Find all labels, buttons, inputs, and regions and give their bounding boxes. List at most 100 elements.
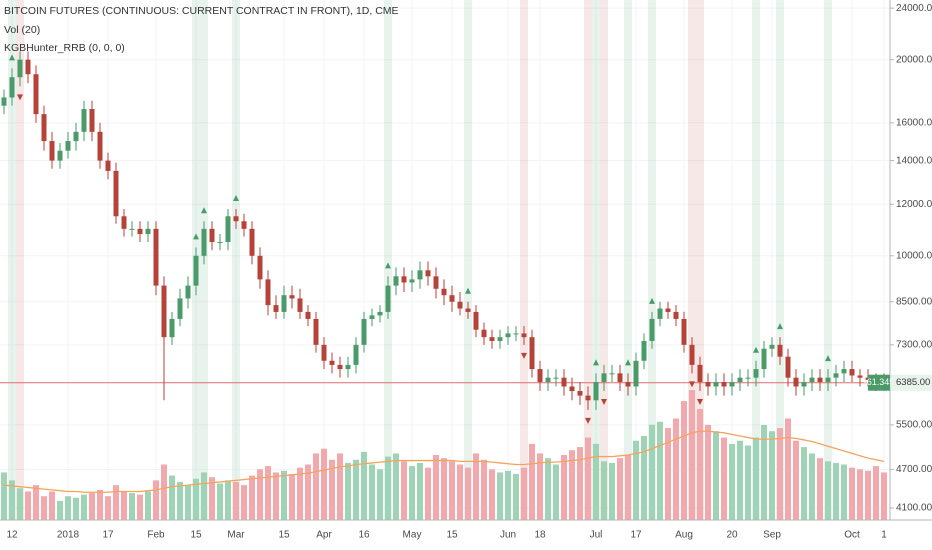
volume-bar — [305, 464, 311, 520]
volume-bar — [177, 481, 183, 520]
signal-arrow — [385, 262, 391, 269]
volume-bar — [689, 390, 695, 520]
candle-body — [473, 311, 479, 330]
candle-body — [289, 295, 295, 299]
volume-bar — [737, 440, 743, 520]
y-tick-label: 16000.00 — [896, 117, 932, 128]
candle-body — [89, 109, 95, 132]
candle-body — [177, 298, 183, 319]
candle-body — [585, 395, 591, 401]
signal-arrow — [625, 359, 631, 366]
signal-arrow — [777, 323, 783, 330]
candle-body — [249, 228, 255, 256]
y-tick-label: 4100.00 — [896, 503, 932, 514]
candle-body — [761, 348, 767, 370]
volume-bar — [881, 472, 887, 520]
candle-body — [201, 228, 207, 256]
x-tick-label: 20 — [726, 530, 738, 541]
candle-body — [273, 305, 279, 312]
volume-bar — [193, 478, 199, 520]
volume-bar — [489, 469, 495, 520]
candle-body — [57, 150, 63, 161]
candle-body — [649, 318, 655, 341]
volume-bar — [233, 481, 239, 520]
candle-body — [193, 255, 199, 286]
volume-bar — [641, 435, 647, 520]
volume-bar — [761, 424, 767, 520]
x-tick-label: Apr — [316, 530, 332, 541]
candle-body — [681, 318, 687, 345]
candle-body — [265, 279, 271, 306]
candle-body — [809, 377, 815, 383]
volume-bar — [273, 472, 279, 520]
volume-bar — [817, 458, 823, 520]
volume-bar — [777, 428, 783, 520]
candle-body — [729, 382, 735, 387]
volume-bar — [841, 464, 847, 520]
volume-bar — [377, 469, 383, 520]
candle-body — [113, 170, 119, 217]
candle-body — [705, 382, 711, 387]
candle-body — [721, 382, 727, 387]
y-tick-label: 8500.00 — [896, 296, 932, 307]
signal-arrow — [9, 54, 15, 61]
candle-body — [441, 288, 447, 296]
candle-body — [465, 308, 471, 312]
candle-body — [777, 344, 783, 357]
volume-bar — [113, 485, 119, 520]
volume-bar — [241, 485, 247, 520]
x-tick-label: 1 — [881, 530, 887, 541]
volume-bar — [577, 447, 583, 520]
candle-body — [841, 369, 847, 374]
signal-band — [624, 0, 632, 520]
volume-bar — [729, 443, 735, 520]
volume-bar — [481, 459, 487, 520]
candle-body — [169, 318, 175, 338]
y-tick-label: 10000.00 — [896, 250, 932, 261]
candle-body — [673, 311, 679, 319]
volume-bar — [545, 458, 551, 520]
x-tick-label: Mar — [227, 530, 245, 541]
x-tick-label: 12 — [6, 530, 18, 541]
candle-body — [577, 391, 583, 396]
volume-bar — [657, 421, 663, 520]
candle-body — [321, 344, 327, 361]
indicator-label: Vol (20) — [4, 24, 40, 36]
candle-body — [17, 59, 23, 78]
volume-bar — [129, 493, 135, 520]
candle-body — [209, 228, 215, 242]
signal-arrow — [233, 194, 239, 201]
volume-bar — [105, 496, 111, 520]
y-tick-label: 14000.00 — [896, 155, 932, 166]
volume-bar — [433, 455, 439, 520]
candle-body — [409, 279, 415, 283]
candle-body — [1, 97, 7, 106]
volume-bar — [809, 453, 815, 520]
x-tick-label: 16 — [358, 530, 370, 541]
volume-bar — [281, 470, 287, 520]
candle-body — [457, 301, 463, 309]
volume-bar — [409, 466, 415, 520]
volume-bar — [25, 491, 31, 520]
candle-body — [329, 360, 335, 365]
volume-bar — [833, 462, 839, 520]
candle-body — [153, 228, 159, 286]
candle-body — [745, 377, 751, 379]
plot-layer — [0, 0, 890, 520]
candle-body — [81, 109, 87, 132]
candle-body — [641, 340, 647, 361]
volume-bar — [713, 431, 719, 520]
x-tick-label: Oct — [844, 530, 860, 541]
volume-bar — [329, 459, 335, 520]
candle-body — [801, 382, 807, 387]
candle-body — [793, 377, 799, 387]
candle-body — [377, 311, 383, 316]
volume-bar — [745, 445, 751, 520]
candle-body — [601, 373, 607, 383]
signal-arrow — [17, 94, 23, 101]
candle-body — [817, 377, 823, 383]
volume-bar — [137, 494, 143, 520]
x-tick-label: Sep — [763, 530, 781, 541]
volume-bar — [249, 475, 255, 520]
